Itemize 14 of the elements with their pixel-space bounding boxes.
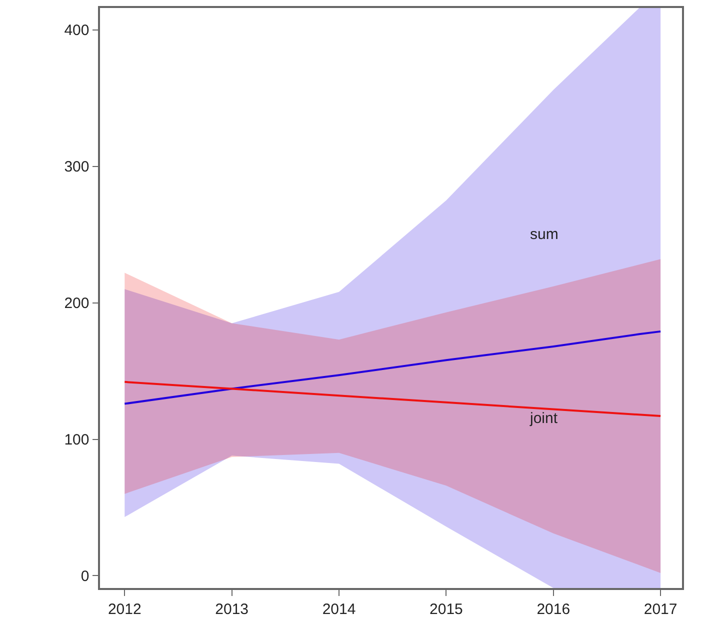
x-tick-label: 2015 xyxy=(430,600,463,618)
x-tick-label: 2012 xyxy=(108,600,142,618)
y-tick-label: 300 xyxy=(64,158,90,176)
annotation: sum xyxy=(530,226,558,243)
annotation: joint xyxy=(529,410,558,427)
y-tick-label: 100 xyxy=(64,432,90,448)
x-tick-label: 2016 xyxy=(536,600,570,618)
x-tick-label: 2013 xyxy=(215,600,249,618)
line-series xyxy=(124,330,662,405)
y-tick-label: 200 xyxy=(64,295,90,312)
y-tick-label: 0 xyxy=(80,568,90,585)
y-tick-label: 400 xyxy=(64,22,90,40)
x-tick-label: 2014 xyxy=(322,600,356,618)
x-tick-label: 2017 xyxy=(644,600,678,618)
